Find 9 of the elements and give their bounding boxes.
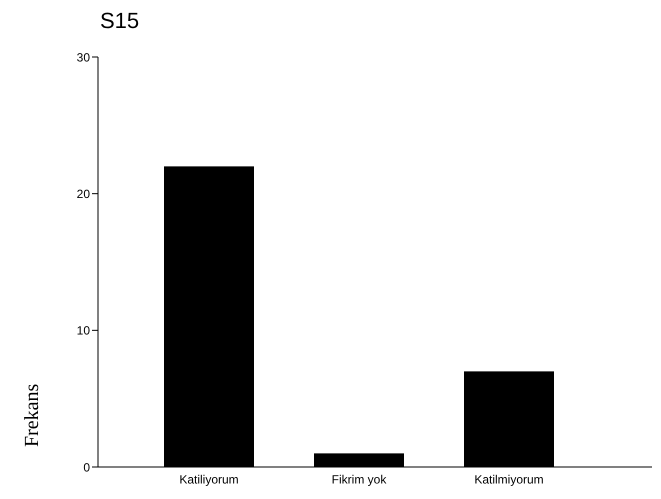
y-tick-label: 0 — [83, 460, 90, 474]
x-tick-label: Fikrim yok — [332, 472, 388, 487]
y-tick-label: 10 — [76, 324, 90, 338]
x-tick-label: Katilmiyorum — [474, 472, 544, 487]
y-tick-label: 30 — [76, 50, 90, 64]
y-axis-title: Frekans — [21, 383, 43, 447]
chart-title: S15 — [100, 8, 140, 34]
y-tick-label: 20 — [76, 186, 90, 201]
x-tick-label: Katiliyorum — [179, 472, 239, 487]
